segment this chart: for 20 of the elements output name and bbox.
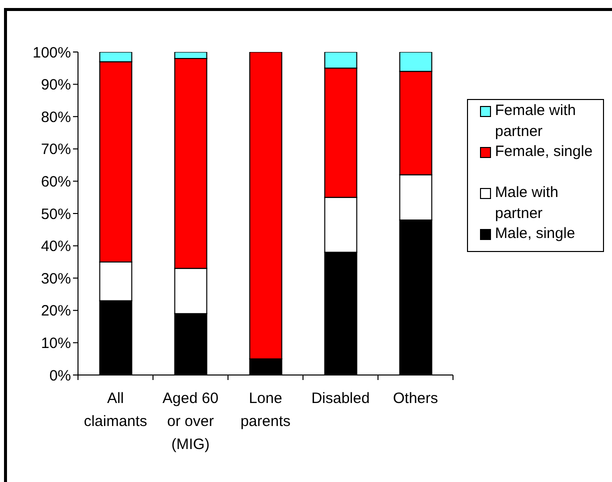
y-tick-label: 60%	[40, 174, 71, 191]
y-tick-label: 90%	[40, 76, 71, 94]
y-tick-label: 70%	[40, 141, 71, 158]
y-tick-label: 50%	[40, 206, 71, 223]
x-tick-label: Aged 60 or over (MIG)	[162, 390, 218, 453]
y-tick-label: 80%	[40, 108, 71, 126]
legend-label: Female with partner	[495, 101, 577, 142]
x-tick-label: All claimants	[84, 390, 148, 430]
y-tick-label: 40%	[40, 238, 71, 256]
legend-label: Female, single	[495, 142, 594, 162]
x-tick-label: Disabled	[311, 390, 370, 407]
x-tick-label: Lone parents	[240, 390, 291, 430]
y-tick-label: 100%	[32, 44, 71, 62]
y-tick-label: 0%	[49, 367, 71, 384]
y-tick-label: 30%	[40, 270, 71, 288]
legend-label: Male, single	[495, 224, 576, 244]
legend-label: Male with partner	[495, 183, 560, 224]
x-tick-label: Others	[392, 390, 438, 407]
y-tick-label: 20%	[40, 302, 71, 320]
y-tick-label: 10%	[40, 335, 71, 352]
